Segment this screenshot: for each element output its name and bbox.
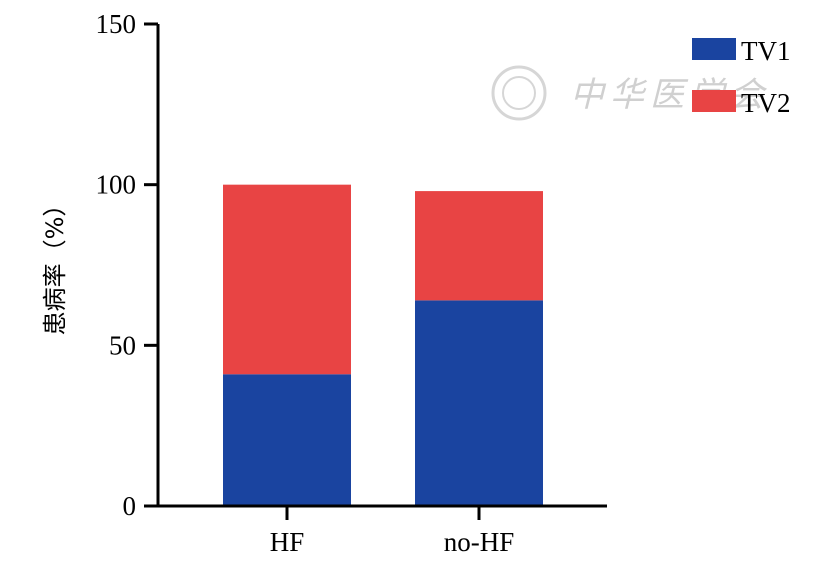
legend: TV1 TV2 <box>692 36 791 118</box>
bar-tv2-no-hf <box>415 191 543 301</box>
legend-swatch-tv1 <box>692 38 736 60</box>
bar-tv1-hf <box>223 374 351 506</box>
x-tick-label-hf: HF <box>270 527 305 557</box>
y-tick-label-0: 0 <box>123 491 137 521</box>
y-tick-label-150: 150 <box>96 9 137 39</box>
legend-swatch-tv2 <box>692 90 736 112</box>
y-tick-label-100: 100 <box>96 170 137 200</box>
watermark-text: 中华医学会 <box>570 75 770 115</box>
bar-tv2-hf <box>223 184 351 375</box>
legend-label-tv2: TV2 <box>741 88 791 118</box>
legend-label-tv1: TV1 <box>741 36 791 66</box>
axes-layer: 0 50 100 150 HF no-HF <box>96 9 607 557</box>
watermark-seal-icon <box>491 65 547 121</box>
y-axis-label: 患病率（%） <box>41 193 69 336</box>
watermark-seal-inner-icon <box>502 76 536 110</box>
bar-tv1-no-hf <box>415 300 543 506</box>
bars-layer <box>223 184 543 506</box>
x-tick-label-no-hf: no-HF <box>444 527 515 557</box>
y-tick-label-50: 50 <box>109 330 136 360</box>
